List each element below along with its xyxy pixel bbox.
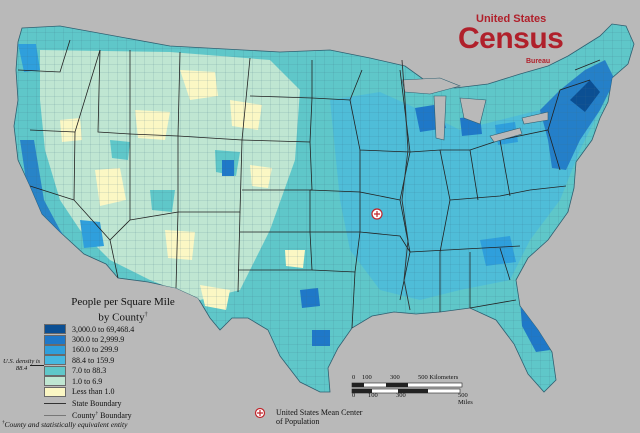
us-density-note: U.S. density is 88.4 — [3, 358, 40, 372]
legend-class: 300.0 to 2,999.9 — [44, 334, 134, 345]
legend-class: 1.0 to 6.9 — [44, 376, 134, 387]
logo-line3: Bureau — [526, 58, 551, 65]
scale-mi-300: 300 — [396, 392, 406, 399]
logo-line2: Census — [458, 22, 564, 55]
mean-center-legend-marker — [254, 407, 266, 419]
legend-swatch — [44, 344, 66, 355]
legend-state-boundary: State Boundary — [44, 398, 134, 409]
mean-center-marker — [371, 208, 383, 220]
legend-title-line2: by County — [98, 311, 145, 324]
scale-mi-500: 500 Miles — [458, 392, 473, 406]
footnote-text: County and statistically equivalent enti… — [4, 420, 128, 429]
census-bureau-logo: United States Census Bureau — [458, 13, 564, 66]
us-density-value: 88.4 — [15, 365, 28, 372]
mean-center-line1: United States Mean Center — [276, 408, 363, 417]
scale-labels: 0 100 300 500 Kilometers 0 100 300 500 M… — [352, 374, 482, 406]
scale-mi-100: 100 — [368, 392, 378, 399]
us-density-pointer — [30, 365, 44, 366]
us-density-label: U.S. density is — [3, 358, 41, 365]
scale-km-500: 500 Kilometers — [418, 374, 459, 381]
legend-title: People per Square Mile by County† — [58, 296, 188, 325]
scale-bar — [351, 382, 463, 394]
mean-center-label: United States Mean Center of Population — [276, 408, 396, 426]
mean-center-legend: United States Mean Center of Population — [268, 408, 396, 426]
scale-km-0: 0 — [352, 374, 356, 381]
county-boundary-label-b: Boundary — [98, 410, 132, 420]
county-boundary-label: County† Boundary — [72, 411, 132, 420]
county-boundary-mark: † — [95, 411, 99, 417]
legend-class: 160.0 to 299.9 — [44, 344, 134, 355]
scale-km-300: 300 — [390, 374, 400, 381]
legend-classes: 3,000.0 to 69,468.4 300.0 to 2,999.9 160… — [44, 324, 134, 421]
legend-class-label: 160.0 to 299.9 — [72, 345, 119, 355]
legend-class-label: 3,000.0 to 69,468.4 — [72, 324, 135, 334]
county-boundary-sample — [44, 414, 66, 416]
legend-class-label: 300.0 to 2,999.9 — [72, 335, 125, 345]
scale-km-100: 100 — [362, 374, 372, 381]
legend-class-label: Less than 1.0 — [72, 387, 115, 397]
county-boundary-label-a: County — [72, 410, 96, 420]
legend-title-mark: † — [144, 312, 148, 318]
state-boundary-sample — [44, 402, 66, 404]
mean-center-line2: of Population — [276, 417, 320, 426]
legend-class-label: 88.4 to 159.9 — [72, 355, 115, 365]
logo-line1: United States — [476, 13, 547, 25]
legend-title-line1: People per Square Mile — [71, 296, 175, 308]
legend-swatch — [44, 324, 66, 335]
great-lakes — [401, 77, 549, 143]
legend-class: 3,000.0 to 69,468.4 — [44, 324, 135, 335]
legend-swatch — [44, 355, 66, 366]
legend-class: 88.4 to 159.9 — [44, 355, 134, 366]
legend-class-label: 7.0 to 88.3 — [72, 366, 107, 376]
footnote: †County and statistically equivalent ent… — [2, 420, 127, 429]
legend-swatch — [44, 386, 66, 397]
mississippi-river — [401, 59, 411, 311]
footnote-mark: † — [2, 420, 5, 426]
legend-class: Less than 1.0 — [44, 386, 134, 397]
legend-class-label: 1.0 to 6.9 — [72, 376, 103, 386]
legend-county-boundary: County† Boundary — [44, 410, 134, 421]
legend-swatch — [44, 376, 66, 387]
scale-mi-0: 0 — [352, 392, 356, 399]
state-boundary-label: State Boundary — [72, 398, 122, 408]
legend-class: 7.0 to 88.3 — [44, 365, 134, 376]
legend-swatch — [44, 365, 66, 376]
legend-swatch — [44, 334, 66, 345]
state-boundaries — [17, 39, 601, 329]
